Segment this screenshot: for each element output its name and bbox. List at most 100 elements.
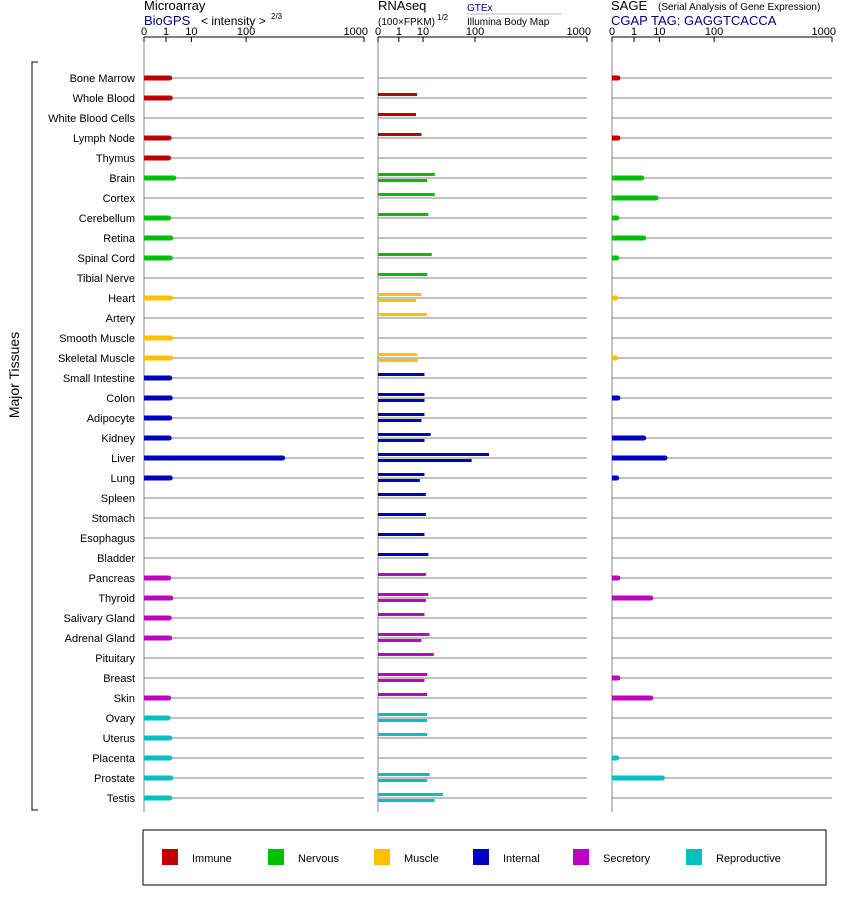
tissue-label: Lymph Node <box>73 133 135 145</box>
rnaseq-bar-gtex <box>378 173 435 176</box>
rnaseq-bar-gtex <box>378 213 429 216</box>
rnaseq-bar-gtex <box>378 713 428 716</box>
rnaseq-bar-gtex <box>378 353 418 356</box>
sage-bar <box>612 595 651 601</box>
rnaseq-bar-gtex <box>378 493 426 496</box>
microarray-bar-cap <box>168 355 174 361</box>
rnaseq-tick-label: 0 <box>375 26 381 38</box>
rnaseq-bar-gtex <box>378 253 432 256</box>
sage-bar-cap <box>615 395 621 401</box>
microarray-bar <box>144 435 170 441</box>
rnaseq-bar-gtex <box>378 193 435 196</box>
rnaseq-bar-illumina <box>378 179 428 182</box>
microarray-bar <box>144 415 170 421</box>
microarray-bar-cap <box>167 635 173 641</box>
microarray-bar <box>144 635 170 641</box>
tissue-label: Kidney <box>101 433 135 445</box>
microarray-bar-cap <box>167 395 173 401</box>
microarray-bar <box>144 255 171 261</box>
sage-bar-cap <box>614 755 620 761</box>
rnaseq-unit: (100×FPKM) <box>378 17 435 28</box>
microarray-bar-cap <box>168 335 174 341</box>
microarray-bar-cap <box>167 795 173 801</box>
sage-bar-cap <box>613 355 619 361</box>
tissue-label: Esophagus <box>80 533 136 545</box>
sage-tick-label: 100 <box>705 26 723 38</box>
tissue-label: Whole Blood <box>73 93 135 105</box>
sage-bar-cap <box>659 775 665 781</box>
sage-tick-label: 1 <box>631 26 637 38</box>
microarray-tick-label: 10 <box>185 26 197 38</box>
microarray-bar <box>144 615 170 621</box>
sage-bar-cap <box>615 675 621 681</box>
tissue-label: Thyroid <box>98 593 135 605</box>
tissue-label: White Blood Cells <box>48 113 135 125</box>
tissue-label: Spleen <box>101 493 135 505</box>
microarray-tick-label: 100 <box>237 26 255 38</box>
microarray-bar <box>144 235 171 241</box>
rnaseq-bar-gtex <box>378 433 431 436</box>
microarray-bar <box>144 755 170 761</box>
sage-bar-cap <box>639 175 645 181</box>
rnaseq-bar-illumina <box>378 799 435 802</box>
microarray-bar-cap <box>167 475 173 481</box>
rnaseq-bar-illumina <box>378 359 418 362</box>
rnaseq-bar-illumina <box>378 479 420 482</box>
microarray-tick-label: 1000 <box>344 26 368 38</box>
microarray-bar <box>144 75 170 81</box>
rnaseq-bar-gtex <box>378 573 426 576</box>
sage-bar <box>612 575 618 581</box>
rnaseq-bar-gtex <box>378 93 418 96</box>
rnaseq-bar-gtex <box>378 533 425 536</box>
legend-label: Immune <box>192 853 232 865</box>
microarray-source: BioGPS <box>144 13 191 28</box>
microarray-bar-cap <box>280 455 286 461</box>
sage-title: SAGE <box>611 0 647 13</box>
legend-swatch <box>573 849 589 865</box>
rnaseq-bar-gtex <box>378 413 425 416</box>
sage-bar-cap <box>641 435 647 441</box>
microarray-bar <box>144 395 171 401</box>
sage-bar <box>612 675 618 681</box>
tissue-label: Skeletal Muscle <box>58 353 135 365</box>
tissue-label: Artery <box>106 313 136 325</box>
microarray-bar-cap <box>165 715 171 721</box>
rnaseq-tick-label: 1000 <box>567 26 591 38</box>
microarray-bar <box>144 175 174 181</box>
microarray-bar-cap <box>167 255 173 261</box>
microarray-bar <box>144 215 169 221</box>
rnaseq-bar-gtex <box>378 113 416 116</box>
sage-bar <box>612 435 644 441</box>
tissue-label: Spinal Cord <box>78 253 135 265</box>
microarray-bar <box>144 795 170 801</box>
rnaseq-unit-exponent: 1/2 <box>437 13 449 22</box>
microarray-bar <box>144 475 171 481</box>
sage-bar-cap <box>614 255 620 261</box>
microarray-bar <box>144 135 170 141</box>
sage-bar <box>612 775 663 781</box>
tissue-label: Brain <box>109 173 135 185</box>
rnaseq-bar-gtex <box>378 633 430 636</box>
microarray-bar-cap <box>168 595 174 601</box>
rnaseq-bar-gtex <box>378 773 430 776</box>
sage-bar <box>612 695 651 701</box>
rnaseq-tick-label: 1 <box>396 26 402 38</box>
microarray-bar <box>144 695 169 701</box>
microarray-bar-cap <box>167 415 173 421</box>
microarray-title: Microarray <box>144 0 206 13</box>
tissue-label: Breast <box>103 673 135 685</box>
rnaseq-bar-gtex <box>378 793 443 796</box>
sage-bar <box>612 175 642 181</box>
rnaseq-bar-illumina <box>378 599 426 602</box>
microarray-bar-cap <box>167 735 173 741</box>
microarray-unit-exponent: 2/3 <box>271 12 283 21</box>
sage-bar <box>612 75 618 81</box>
sage-tick-label: 10 <box>653 26 665 38</box>
rnaseq-bar-illumina <box>378 639 422 642</box>
rnaseq-tick-label: 100 <box>466 26 484 38</box>
microarray-bar <box>144 95 171 101</box>
rnaseq-bar-gtex <box>378 293 422 296</box>
rnaseq-bar-illumina <box>378 779 428 782</box>
microarray-bar <box>144 155 169 161</box>
legend-swatch <box>686 849 702 865</box>
